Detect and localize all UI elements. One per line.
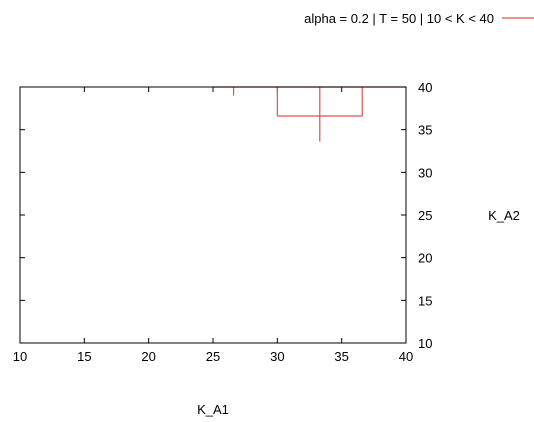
series-lines: [213, 86, 406, 142]
y-tick-label: 35: [418, 123, 432, 138]
x-tick-label: 25: [206, 349, 220, 364]
y-tick-label: 40: [418, 80, 432, 95]
legend: alpha = 0.2 | T = 50 | 10 < K < 40: [304, 11, 534, 26]
y-axis-label: K_A2: [488, 208, 520, 223]
plot-frame: [19, 86, 407, 344]
y-tick-label: 10: [418, 336, 432, 351]
y-tick-label: 30: [418, 165, 432, 180]
x-tick-label: 40: [399, 349, 413, 364]
x-tick-label: 10: [13, 349, 27, 364]
axis-ticks: 10 15 20 25 30 35 40 10 15 20 25 30 35 40: [13, 80, 433, 364]
x-tick-label: 20: [141, 349, 155, 364]
x-tick-label: 35: [334, 349, 348, 364]
x-tick-label: 30: [270, 349, 284, 364]
y-tick-label: 25: [418, 208, 432, 223]
x-axis-label: K_A1: [197, 402, 229, 417]
x-tick-label: 15: [77, 349, 91, 364]
y-tick-label: 20: [418, 251, 432, 266]
y-tick-label: 15: [418, 293, 432, 308]
legend-label: alpha = 0.2 | T = 50 | 10 < K < 40: [304, 11, 494, 26]
